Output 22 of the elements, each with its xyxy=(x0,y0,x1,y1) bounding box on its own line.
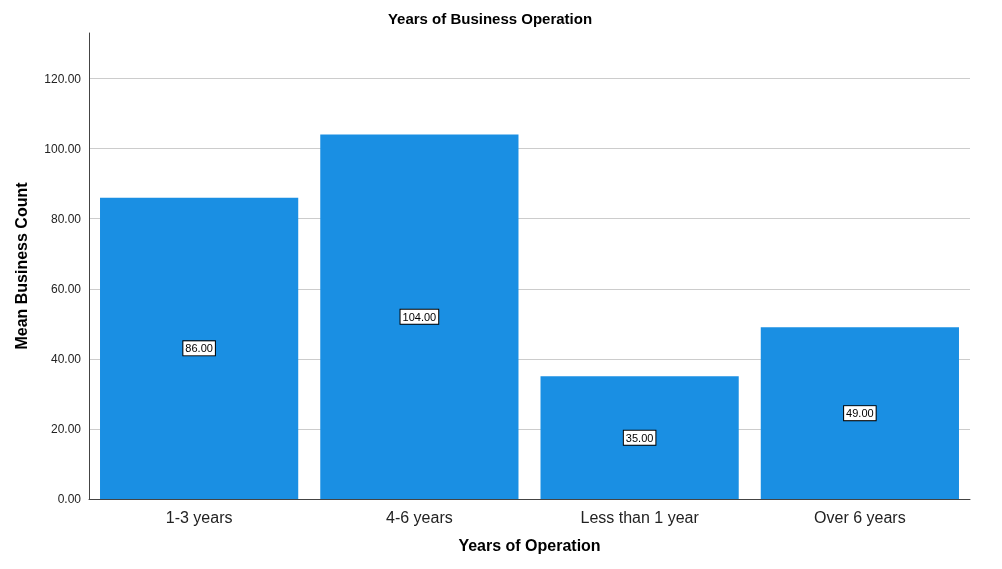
data-label: 35.00 xyxy=(625,431,654,444)
bar xyxy=(320,134,519,499)
x-tick-label: 4-6 years xyxy=(386,508,453,526)
data-label: 104.00 xyxy=(402,310,437,323)
y-tick-label: 60.00 xyxy=(50,281,82,296)
y-tick-label: 40.00 xyxy=(50,351,82,366)
y-tick-label: 80.00 xyxy=(50,211,82,226)
x-tick-label: Less than 1 year xyxy=(580,508,700,526)
y-tick-label: 0.00 xyxy=(57,492,82,506)
y-axis-title: Mean Business Count xyxy=(12,181,30,350)
y-tick-label: 20.00 xyxy=(50,421,82,436)
data-label: 49.00 xyxy=(846,407,874,420)
y-tick-label: 120.00 xyxy=(44,71,82,86)
chart-title: Years of Business Operation xyxy=(387,10,593,27)
x-tick-label: 1-3 years xyxy=(165,508,233,526)
bar xyxy=(100,197,299,499)
bar xyxy=(540,376,739,499)
bar xyxy=(760,327,959,499)
y-tick-label: 100.00 xyxy=(44,141,82,156)
data-label: 86.00 xyxy=(185,342,213,355)
x-tick-label: Over 6 years xyxy=(814,508,906,526)
x-axis-title: Years of Operation xyxy=(458,536,601,554)
